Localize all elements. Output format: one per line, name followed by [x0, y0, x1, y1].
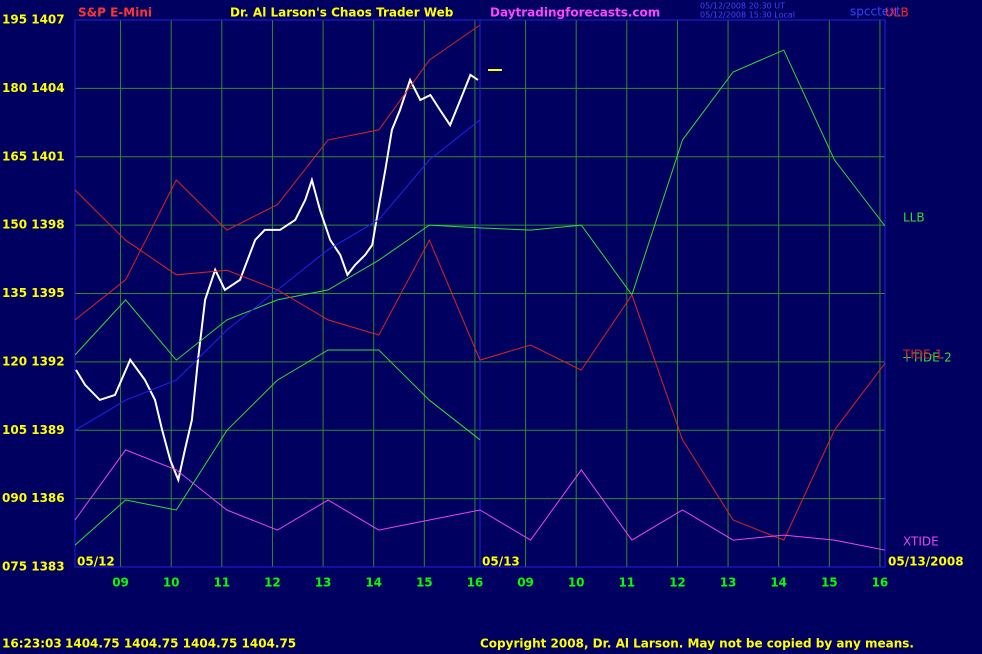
website: Daytradingforecasts.com — [490, 6, 660, 20]
x-tick-label: 16 — [872, 576, 889, 590]
x-tick-label: 13 — [315, 576, 332, 590]
ulb-label: ULB — [885, 6, 909, 20]
footer-prices: 1404.75 1404.75 1404.75 1404.75 — [65, 637, 296, 651]
chart-file: spcctext — [850, 5, 901, 19]
y-tick-label: 180 1404 — [2, 81, 65, 95]
y-tick-label: 120 1392 — [2, 354, 65, 368]
x-tick-label: 15 — [416, 576, 433, 590]
y-tick-label: 075 1383 — [2, 560, 65, 574]
series-line — [74, 349, 481, 546]
mid-date: 05/13 — [482, 555, 520, 569]
series-label: XTIDE — [903, 535, 939, 549]
x-tick-label: 10 — [568, 576, 585, 590]
copyright: Copyright 2008, Dr. Al Larson. May not b… — [480, 637, 914, 651]
series-label: TIDE-1 — [902, 348, 943, 362]
plot: 195 1407 180 1404 165 1401 150 1398 135 1395… — [2, 13, 943, 590]
timestamp-local: 05/12/2008 15:30 Local — [700, 11, 795, 20]
y-tick-label: 105 1389 — [2, 423, 65, 437]
series-label: LLB — [903, 211, 925, 225]
series-line — [74, 24, 481, 321]
x-tick-label: 14 — [365, 576, 382, 590]
tide2-label: +TIDE-2 — [902, 351, 952, 365]
y-tick-label: 150 1398 — [2, 218, 65, 232]
x-tick-label: 12 — [669, 576, 686, 590]
x-tick-label: 14 — [770, 576, 787, 590]
x-tick-label: 15 — [821, 576, 838, 590]
start-date: 05/12 — [77, 555, 115, 569]
x-tick-label: 09 — [517, 576, 534, 590]
series-line — [74, 189, 886, 541]
symbol: S&P E-Mini — [78, 6, 152, 20]
series-line — [75, 73, 479, 484]
y-tick-label: 090 1386 — [2, 491, 65, 505]
footer-time: 16:23:03 — [2, 637, 62, 651]
x-tick-label: 16 — [467, 576, 484, 590]
chart-title: Dr. Al Larson's Chaos Trader Web — [230, 6, 454, 20]
y-tick-label: 135 1395 — [2, 286, 65, 300]
series-line — [74, 449, 886, 551]
end-date: 05/13/2008 — [888, 555, 964, 569]
x-tick-label: 12 — [264, 576, 281, 590]
x-tick-label: 09 — [112, 576, 129, 590]
x-tick-label: 10 — [163, 576, 180, 590]
series-line — [74, 119, 481, 431]
y-tick-label: 195 1407 — [2, 13, 65, 27]
x-tick-label: 11 — [618, 576, 635, 590]
x-tick-label: 13 — [720, 576, 737, 590]
series-line — [74, 49, 886, 361]
x-tick-label: 11 — [213, 576, 230, 590]
timestamp-ut: 05/12/2008 20:30 UT — [700, 2, 785, 11]
y-tick-label: 165 1401 — [2, 149, 65, 163]
